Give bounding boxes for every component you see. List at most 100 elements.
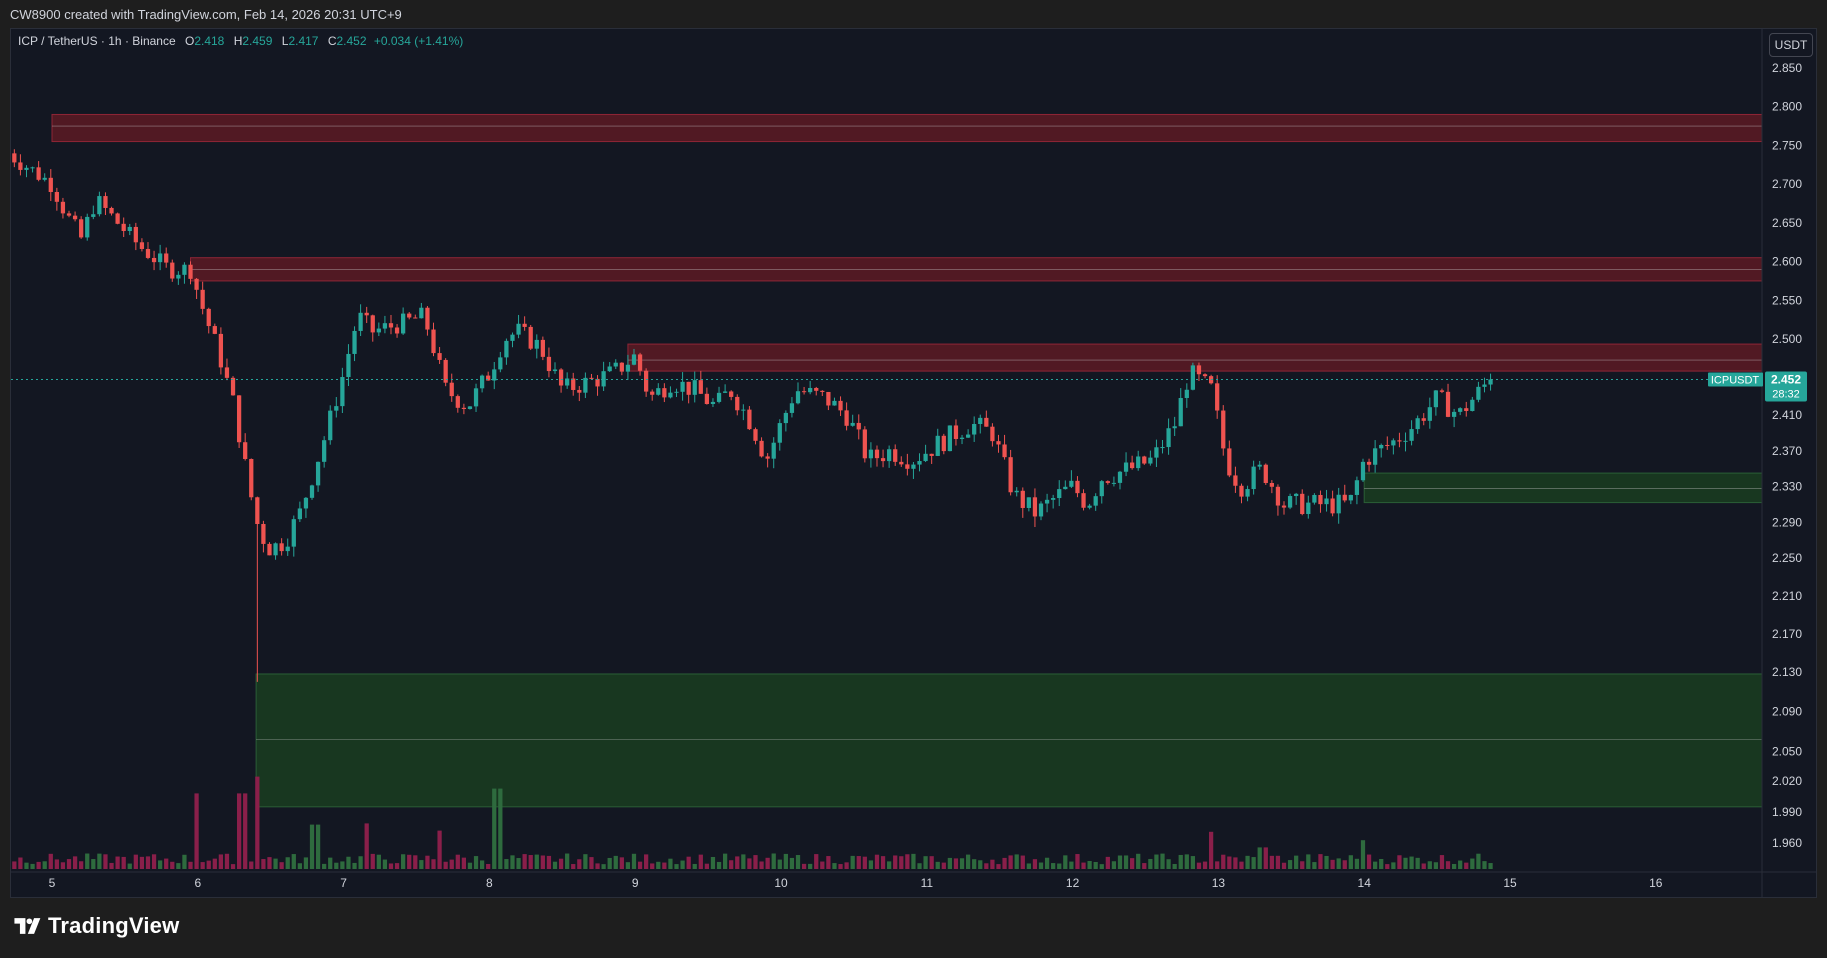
candle-body[interactable] [425, 307, 430, 330]
candle-body[interactable] [1057, 489, 1062, 499]
candle-body[interactable] [832, 400, 837, 406]
candle-body[interactable] [1488, 379, 1493, 385]
candle-body[interactable] [1148, 457, 1153, 464]
candle-body[interactable] [716, 392, 722, 402]
candle-body[interactable] [613, 362, 618, 367]
candle-body[interactable] [595, 378, 600, 387]
candle-body[interactable] [1142, 456, 1147, 464]
candle-body[interactable] [808, 387, 813, 393]
candle-body[interactable] [1451, 411, 1457, 417]
candle-body[interactable] [42, 177, 47, 180]
candle-body[interactable] [176, 274, 181, 279]
candle-body[interactable] [911, 464, 916, 469]
candle-body[interactable] [522, 323, 527, 327]
candle-body[interactable] [1130, 462, 1135, 469]
candle-body[interactable] [1409, 429, 1414, 441]
candle-body[interactable] [844, 410, 849, 426]
candle-body[interactable] [1379, 444, 1384, 449]
candle-body[interactable] [255, 497, 260, 525]
candle-body[interactable] [224, 367, 230, 378]
candle-body[interactable] [571, 378, 576, 390]
candle-body[interactable] [1008, 457, 1013, 493]
candle-body[interactable] [388, 323, 394, 328]
candle-body[interactable] [1184, 389, 1189, 398]
candle-body[interactable] [1330, 498, 1335, 514]
candle-body[interactable] [862, 429, 867, 459]
candle-body[interactable] [1385, 444, 1390, 446]
candle-body[interactable] [139, 242, 145, 249]
candle-body[interactable] [72, 215, 78, 220]
candle-body[interactable] [826, 391, 831, 406]
candle-body[interactable] [552, 369, 558, 372]
candle-body[interactable] [783, 412, 788, 424]
candle-body[interactable] [965, 434, 971, 438]
candle-body[interactable] [358, 312, 363, 331]
candle-body[interactable] [127, 226, 132, 232]
candle-body[interactable] [674, 391, 679, 393]
candle-body[interactable] [1105, 481, 1110, 483]
candle-body[interactable] [546, 356, 552, 372]
candle-body[interactable] [1360, 461, 1366, 481]
candle-body[interactable] [929, 453, 934, 456]
candle-body[interactable] [376, 328, 381, 333]
candle-body[interactable] [291, 519, 296, 547]
candle-body[interactable] [972, 424, 977, 435]
candle-body[interactable] [686, 381, 691, 395]
candle-body[interactable] [243, 442, 248, 460]
candle-body[interactable] [905, 464, 910, 469]
candle-body[interactable] [419, 307, 424, 319]
support-zone-4[interactable] [255, 673, 1763, 808]
candle-body[interactable] [437, 353, 442, 360]
candle-body[interactable] [449, 382, 454, 397]
candle-body[interactable] [188, 264, 193, 279]
candle-body[interactable] [133, 226, 138, 243]
candle-body[interactable] [461, 407, 467, 410]
candle-body[interactable] [1166, 428, 1171, 448]
candle-body[interactable] [856, 422, 861, 430]
candle-body[interactable] [698, 380, 703, 394]
candle-body[interactable] [407, 313, 412, 318]
candle-body[interactable] [1421, 418, 1426, 421]
candle-body[interactable] [1269, 482, 1274, 487]
candle-body[interactable] [1215, 383, 1220, 411]
candle-body[interactable] [370, 315, 375, 333]
candle-body[interactable] [583, 377, 588, 393]
candle-body[interactable] [619, 362, 624, 372]
candle-body[interactable] [978, 417, 983, 425]
symbol-name[interactable]: ICP / TetherUS · 1h · Binance [18, 34, 176, 48]
candle-body[interactable] [1287, 496, 1293, 508]
candle-body[interactable] [516, 323, 521, 335]
candle-body[interactable] [644, 370, 649, 392]
candle-body[interactable] [1190, 365, 1196, 390]
candle-body[interactable] [1366, 461, 1372, 465]
candle-body[interactable] [662, 388, 667, 398]
candle-body[interactable] [382, 323, 388, 329]
candle-body[interactable] [650, 391, 655, 395]
candle-body[interactable] [759, 440, 764, 457]
candle-body[interactable] [1093, 496, 1098, 506]
candle-body[interactable] [565, 378, 570, 386]
candle-body[interactable] [820, 390, 825, 392]
candle-body[interactable] [899, 461, 904, 465]
candle-body[interactable] [1196, 365, 1202, 375]
candle-body[interactable] [394, 327, 400, 334]
candle-body[interactable] [1202, 374, 1208, 377]
tradingview-logo[interactable]: TradingView [12, 913, 179, 939]
candle-body[interactable] [164, 253, 169, 263]
candle-body[interactable] [1233, 475, 1238, 486]
candle-body[interactable] [607, 366, 612, 372]
candle-body[interactable] [795, 391, 801, 404]
candle-body[interactable] [1403, 440, 1408, 442]
candle-body[interactable] [1324, 498, 1329, 505]
candle-body[interactable] [1433, 390, 1439, 408]
candle-body[interactable] [455, 396, 460, 408]
candle-body[interactable] [1470, 399, 1475, 411]
candle-body[interactable] [1482, 384, 1487, 387]
candle-body[interactable] [1172, 426, 1177, 429]
candle-body[interactable] [170, 262, 175, 279]
candle-body[interactable] [601, 371, 606, 387]
candle-body[interactable] [1391, 440, 1396, 446]
candle-body[interactable] [1178, 397, 1183, 427]
candle-body[interactable] [121, 223, 126, 232]
